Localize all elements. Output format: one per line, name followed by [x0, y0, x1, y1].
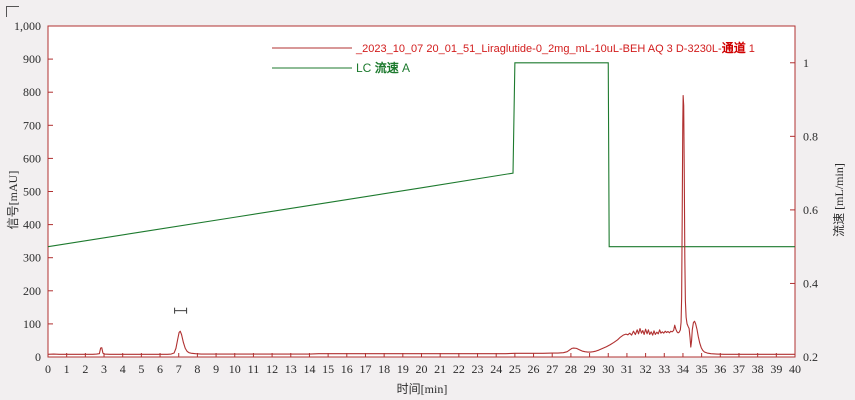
peak-width-marker [174, 307, 188, 314]
signal-trace [47, 94, 795, 355]
x-tick-label: 34 [677, 362, 689, 376]
x-tick-label: 28 [565, 362, 577, 376]
y-right-tick-label: 0.2 [803, 350, 818, 364]
y-left-tick-label: 100 [23, 317, 41, 331]
x-tick-label: 2 [82, 362, 88, 376]
y-right-tick-label: 1 [803, 56, 809, 70]
x-tick-label: 32 [640, 362, 652, 376]
x-tick-label: 16 [341, 362, 353, 376]
y-left-tick-label: 800 [23, 85, 41, 99]
y-left-tick-label: 1,000 [14, 19, 41, 33]
x-tick-label: 18 [378, 362, 390, 376]
x-tick-label: 12 [266, 362, 278, 376]
x-tick-label: 13 [285, 362, 297, 376]
x-tick-label: 24 [490, 362, 502, 376]
x-tick-label: 30 [602, 362, 614, 376]
x-tick-label: 23 [472, 362, 484, 376]
x-tick-label: 37 [733, 362, 745, 376]
x-tick-label: 0 [45, 362, 51, 376]
x-tick-label: 11 [248, 362, 260, 376]
x-tick-label: 3 [101, 362, 107, 376]
x-tick-label: 20 [416, 362, 428, 376]
y-left-axis-ticks: 0 100 200 300 400 500 600 700 800 900 1,000 [14, 19, 53, 364]
flow-rate-trace [47, 62, 795, 248]
x-tick-label: 29 [584, 362, 596, 376]
x-tick-label: 10 [229, 362, 241, 376]
x-axis-title: 时间[min] [397, 382, 448, 396]
x-tick-label: 25 [509, 362, 521, 376]
y-left-tick-label: 300 [23, 251, 41, 265]
x-tick-label: 33 [658, 362, 670, 376]
y-left-tick-label: 600 [23, 151, 41, 165]
x-tick-label: 14 [303, 362, 315, 376]
y-left-tick-label: 0 [35, 350, 41, 364]
x-tick-label: 1 [64, 362, 70, 376]
y-right-axis-title: 流速 [mL/min] [832, 163, 846, 237]
x-tick-label: 21 [434, 362, 446, 376]
x-tick-label: 39 [770, 362, 782, 376]
x-tick-label: 31 [621, 362, 633, 376]
window-corner-edge [6, 6, 19, 17]
x-tick-label: 15 [322, 362, 334, 376]
x-tick-label: 35 [696, 362, 708, 376]
x-tick-label: 40 [789, 362, 801, 376]
y-left-tick-label: 700 [23, 118, 41, 132]
legend: _2023_10_07 20_01_51_Liraglutide-0_2mg_m… [272, 40, 755, 75]
y-right-axis-ticks: 0.2 0.4 0.6 0.8 1 [790, 56, 818, 364]
x-tick-label: 17 [359, 362, 371, 376]
y-left-tick-label: 500 [23, 185, 41, 199]
x-tick-label: 38 [752, 362, 764, 376]
x-tick-label: 6 [157, 362, 163, 376]
x-tick-label: 7 [176, 362, 182, 376]
x-tick-label: 22 [453, 362, 465, 376]
legend-label-signal: _2023_10_07 20_01_51_Liraglutide-0_2mg_m… [355, 40, 755, 55]
x-axis-ticks: 0 1 2 3 4 5 6 7 8 9 10 11 12 13 14 15 16 17 18 19 20 21 22 23 24… [45, 353, 801, 376]
x-tick-label: 8 [194, 362, 200, 376]
y-left-axis-title: 信号[mAU] [6, 171, 20, 230]
y-right-tick-label: 0.4 [803, 276, 818, 290]
x-tick-label: 5 [138, 362, 144, 376]
x-tick-label: 36 [714, 362, 726, 376]
legend-label-flow: LC 流速 A [356, 60, 410, 75]
x-tick-label: 4 [120, 362, 126, 376]
y-left-tick-label: 200 [23, 284, 41, 298]
y-right-tick-label: 0.6 [803, 203, 818, 217]
y-right-tick-label: 0.8 [803, 129, 818, 143]
x-tick-label: 9 [213, 362, 219, 376]
x-tick-label: 27 [546, 362, 558, 376]
x-tick-label: 19 [397, 362, 409, 376]
plot-background [48, 26, 795, 357]
y-left-tick-label: 900 [23, 52, 41, 66]
y-left-tick-label: 400 [23, 218, 41, 232]
x-tick-label: 26 [528, 362, 540, 376]
